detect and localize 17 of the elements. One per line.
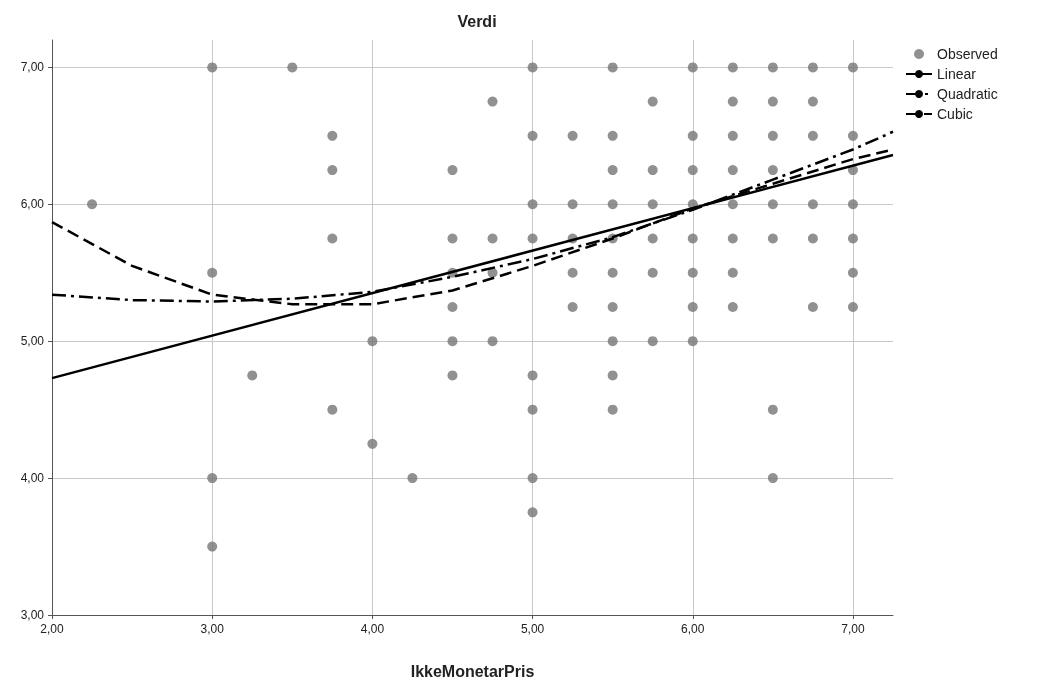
y-tick-label: 6,00: [20, 197, 45, 212]
y-tick-label: 7,00: [20, 60, 45, 75]
x-tick-label: 3,00: [200, 622, 225, 636]
y-tick-label: 5,00: [20, 334, 45, 349]
legend-label: Linear: [937, 66, 977, 82]
x-tick-label: 4,00: [360, 622, 385, 636]
legend-label: Cubic: [937, 106, 973, 122]
y-tick-label: 4,00: [20, 471, 45, 486]
x-tick-label: 2,00: [40, 622, 64, 636]
y-tick-label: 3,00: [20, 608, 45, 622]
x-tick-label: 5,00: [520, 622, 545, 636]
legend-label: Quadratic: [937, 86, 998, 102]
x-axis-title: IkkeMonetarPris: [410, 662, 535, 680]
legend-label: Observed: [937, 46, 998, 62]
chart-title: Verdi: [457, 12, 497, 30]
x-tick-label: 6,00: [681, 622, 705, 636]
x-tick-label: 7,00: [841, 622, 865, 636]
